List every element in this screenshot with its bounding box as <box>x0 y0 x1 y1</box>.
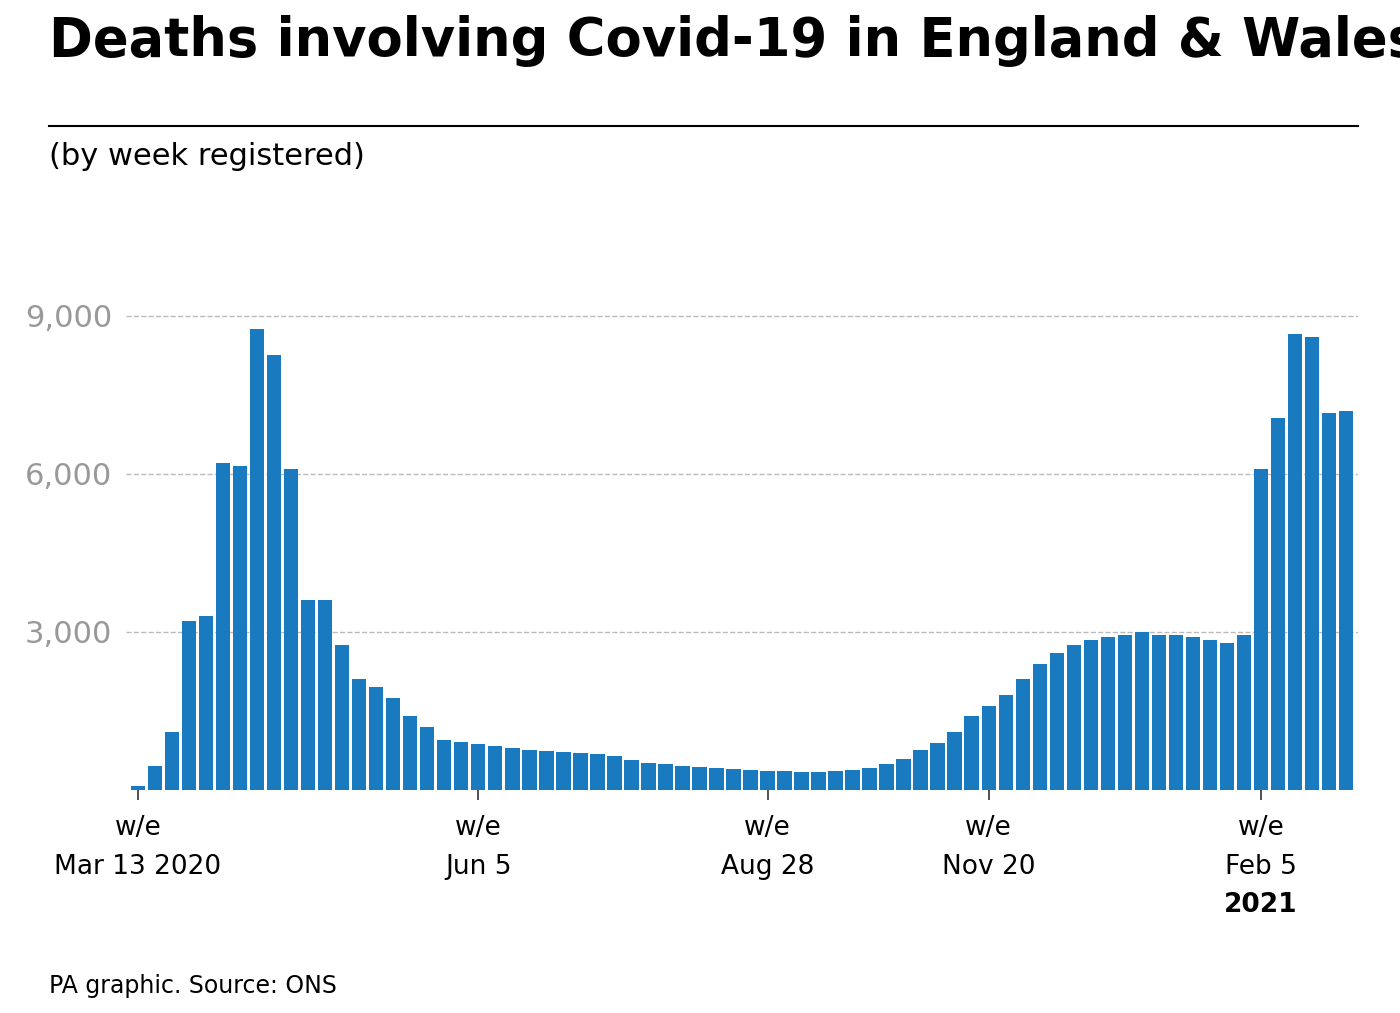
Bar <box>1288 334 1302 790</box>
Bar <box>403 716 417 790</box>
Bar <box>1305 336 1319 790</box>
Bar <box>743 770 757 790</box>
Bar <box>249 329 265 790</box>
Bar <box>981 706 995 790</box>
Bar <box>675 766 690 790</box>
Bar <box>216 463 230 790</box>
Text: Aug 28: Aug 28 <box>721 854 815 880</box>
Bar <box>1050 653 1064 790</box>
Bar <box>931 743 945 790</box>
Bar <box>692 767 707 790</box>
Bar <box>318 601 332 790</box>
Bar <box>522 750 536 790</box>
Bar <box>998 695 1014 790</box>
Bar <box>794 772 809 790</box>
Bar <box>505 748 519 790</box>
Bar <box>1186 637 1200 790</box>
Bar <box>1067 645 1081 790</box>
Bar <box>267 356 281 790</box>
Bar <box>556 753 571 790</box>
Bar <box>437 741 451 790</box>
Bar <box>1236 634 1252 790</box>
Bar <box>846 770 860 790</box>
Bar <box>232 466 248 790</box>
Text: w/e: w/e <box>1238 815 1284 842</box>
Text: Mar 13 2020: Mar 13 2020 <box>55 854 221 880</box>
Bar <box>470 744 486 790</box>
Bar <box>812 772 826 790</box>
Bar <box>948 732 962 790</box>
Bar <box>624 760 638 790</box>
Bar <box>1033 664 1047 790</box>
Bar <box>1322 413 1337 790</box>
Bar <box>284 469 298 790</box>
Bar <box>182 621 196 790</box>
Bar <box>1117 634 1133 790</box>
Bar <box>1338 410 1354 790</box>
Bar <box>420 727 434 790</box>
Bar <box>351 680 367 790</box>
Text: Nov 20: Nov 20 <box>942 854 1036 880</box>
Bar <box>1219 642 1235 790</box>
Text: Deaths involving Covid-19 in England & Wales: Deaths involving Covid-19 in England & W… <box>49 15 1400 67</box>
Text: (by week registered): (by week registered) <box>49 142 365 171</box>
Bar <box>1084 640 1098 790</box>
Text: w/e: w/e <box>745 815 791 842</box>
Text: w/e: w/e <box>966 815 1012 842</box>
Bar <box>147 766 162 790</box>
Bar <box>335 645 350 790</box>
Bar <box>301 601 315 790</box>
Bar <box>913 750 928 790</box>
Bar <box>777 771 792 790</box>
Text: w/e: w/e <box>115 815 161 842</box>
Bar <box>608 757 622 790</box>
Bar <box>829 771 843 790</box>
Bar <box>539 751 553 790</box>
Bar <box>1100 637 1114 790</box>
Text: 2021: 2021 <box>1224 892 1298 919</box>
Bar <box>1152 634 1166 790</box>
Bar <box>862 768 876 790</box>
Bar <box>879 764 893 790</box>
Bar <box>1271 418 1285 790</box>
Text: PA graphic. Source: ONS: PA graphic. Source: ONS <box>49 973 337 998</box>
Bar <box>1169 634 1183 790</box>
Text: w/e: w/e <box>455 815 501 842</box>
Bar <box>1203 640 1217 790</box>
Bar <box>641 763 655 790</box>
Bar <box>896 759 911 790</box>
Bar <box>658 765 672 790</box>
Bar <box>199 616 213 790</box>
Bar <box>1254 469 1268 790</box>
Bar <box>386 698 400 790</box>
Bar <box>130 786 146 790</box>
Bar <box>489 746 503 790</box>
Bar <box>965 716 979 790</box>
Text: Feb 5: Feb 5 <box>1225 854 1296 880</box>
Bar <box>591 755 605 790</box>
Text: Jun 5: Jun 5 <box>445 854 511 880</box>
Bar <box>710 768 724 790</box>
Bar <box>1015 680 1030 790</box>
Bar <box>370 688 384 790</box>
Bar <box>454 742 469 790</box>
Bar <box>727 769 741 790</box>
Bar <box>760 771 774 790</box>
Bar <box>1134 632 1149 790</box>
Bar <box>165 732 179 790</box>
Bar <box>573 754 588 790</box>
